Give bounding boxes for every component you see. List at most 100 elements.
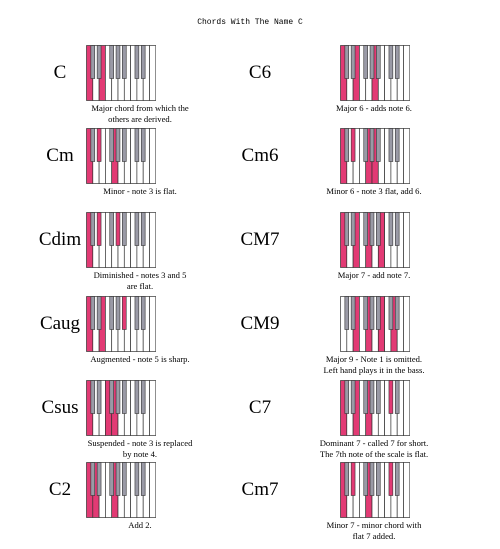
black-key	[363, 128, 368, 162]
black-key	[369, 128, 375, 162]
white-key	[403, 128, 410, 184]
white-key	[403, 380, 410, 436]
black-key	[140, 462, 146, 496]
black-key	[140, 380, 146, 414]
black-key	[394, 296, 400, 330]
black-key	[376, 462, 381, 496]
white-key	[403, 462, 410, 518]
black-key	[109, 296, 114, 330]
black-key	[115, 462, 121, 496]
black-key	[140, 296, 146, 330]
chord-name-c: C	[53, 62, 67, 83]
chord-name-csus: Csus	[41, 397, 79, 418]
white-key	[149, 212, 156, 268]
black-key	[344, 380, 350, 414]
black-key-highlighted	[96, 128, 102, 162]
black-key	[394, 212, 400, 246]
black-key	[122, 380, 127, 414]
black-key	[388, 296, 394, 330]
black-key	[369, 212, 375, 246]
black-key	[394, 45, 400, 79]
black-key	[134, 45, 140, 79]
black-key	[363, 380, 368, 414]
black-key	[376, 45, 381, 79]
black-key	[344, 45, 350, 79]
black-key	[140, 45, 146, 79]
chord-name-cm7: CM7	[240, 229, 280, 250]
white-key	[149, 128, 156, 184]
black-key	[344, 462, 350, 496]
white-key	[149, 45, 156, 101]
chord-caption-cm7: Major 7 - add note 7.	[337, 270, 411, 280]
black-key	[388, 212, 394, 246]
keyboard-cdim	[86, 212, 156, 268]
black-key	[134, 128, 140, 162]
chord-caption-c6: Major 6 - adds note 6.	[336, 103, 412, 113]
black-key	[376, 296, 381, 330]
chord-caption-c2: Add 2.	[128, 520, 152, 530]
black-key	[90, 212, 96, 246]
chord-caption-cm7: Minor 7 - minor chord with flat 7 added.	[326, 520, 422, 541]
black-key	[376, 212, 381, 246]
black-key	[388, 45, 394, 79]
chord-caption-cdim: Diminished - notes 3 and 5 are flat.	[93, 270, 187, 291]
keyboard-caug	[86, 296, 156, 352]
black-key	[363, 212, 368, 246]
black-key-highlighted	[96, 212, 102, 246]
white-key	[403, 45, 410, 101]
black-key	[134, 212, 140, 246]
chord-caption-c: Major chord from which the others are de…	[91, 103, 189, 124]
black-key	[96, 462, 102, 496]
black-key	[394, 128, 400, 162]
black-key	[115, 45, 121, 79]
chord-name-c7: C7	[248, 397, 272, 418]
chord-name-caug: Caug	[39, 313, 81, 334]
black-key	[109, 128, 114, 162]
black-key-highlighted	[388, 380, 394, 414]
black-key	[115, 380, 121, 414]
black-key-highlighted	[350, 462, 356, 496]
keyboard-cm7	[340, 212, 410, 268]
black-key	[90, 45, 96, 79]
keyboard-cm6	[340, 128, 410, 184]
black-key	[394, 380, 400, 414]
black-key	[134, 296, 140, 330]
black-key	[109, 462, 114, 496]
white-key	[403, 212, 410, 268]
black-key	[140, 212, 146, 246]
black-key	[90, 380, 96, 414]
black-key	[122, 212, 127, 246]
black-key	[109, 212, 114, 246]
black-key	[369, 462, 375, 496]
keyboard-cm7	[340, 462, 410, 518]
black-key	[344, 212, 350, 246]
chord-caption-caug: Augmented - note 5 is sharp.	[90, 354, 190, 364]
black-key	[109, 380, 114, 414]
black-key	[115, 296, 121, 330]
document-title: Chords With The Name C	[197, 18, 303, 27]
black-key	[350, 212, 356, 246]
chord-caption-cm9: Major 9 - Note 1 is omitted. Left hand p…	[323, 354, 425, 375]
black-key	[376, 380, 381, 414]
black-key	[96, 296, 102, 330]
black-key-highlighted	[122, 296, 127, 330]
black-key	[344, 296, 350, 330]
black-key	[134, 380, 140, 414]
black-key	[369, 296, 375, 330]
keyboard-cm	[86, 128, 156, 184]
black-key	[363, 462, 368, 496]
black-key	[122, 45, 127, 79]
black-key	[96, 45, 102, 79]
black-key	[90, 296, 96, 330]
chord-name-c2: C2	[48, 479, 72, 500]
chord-name-cm6: Cm6	[241, 145, 279, 166]
black-key	[388, 128, 394, 162]
keyboard-csus	[86, 380, 156, 436]
white-key	[149, 462, 156, 518]
chord-name-cm: Cm	[46, 145, 74, 166]
chord-caption-csus: Suspended - note 3 is replaced by note 4…	[87, 438, 193, 459]
white-key	[149, 380, 156, 436]
chord-name-c6: C6	[248, 62, 272, 83]
black-key	[344, 128, 350, 162]
black-key	[394, 462, 400, 496]
